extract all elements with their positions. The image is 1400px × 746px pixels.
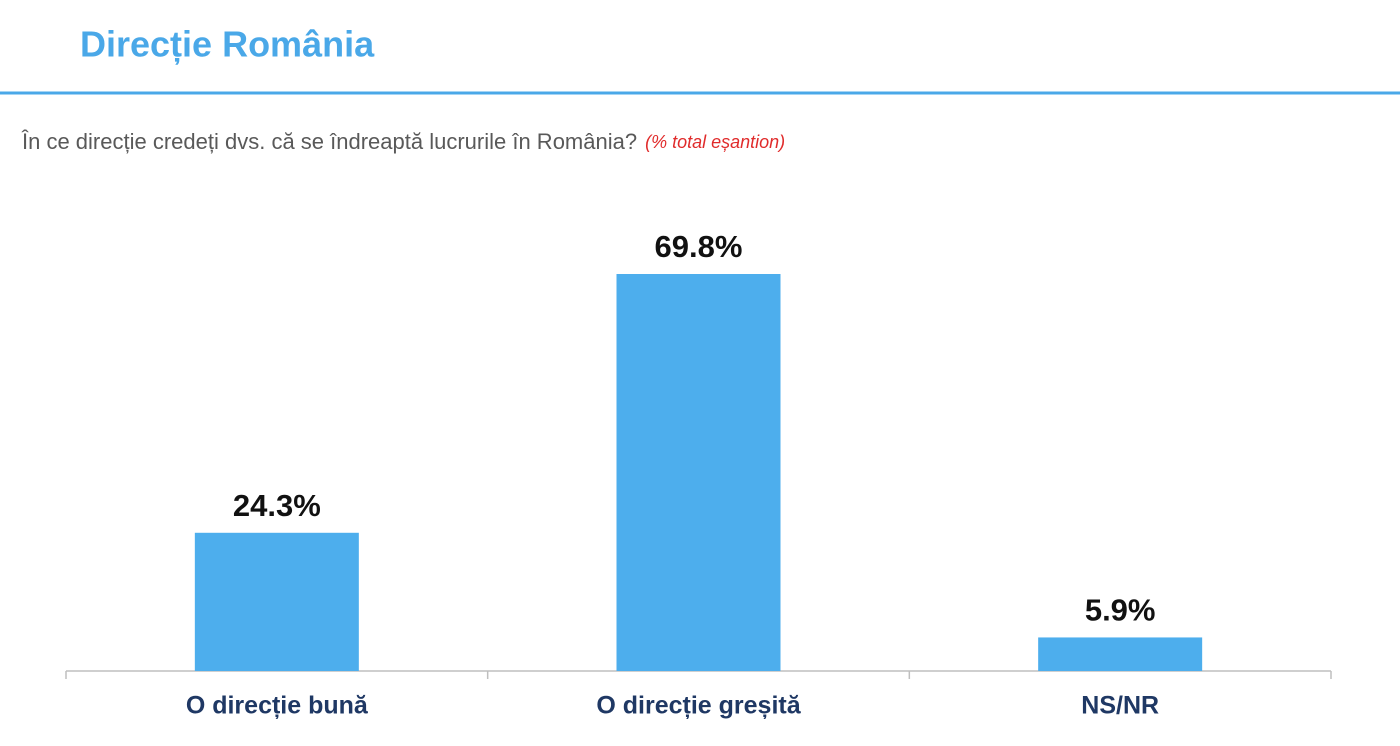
bar	[1038, 637, 1203, 671]
note: (% total eșantion)	[645, 132, 785, 152]
chart-title: Direcție România	[80, 24, 375, 66]
x-tick-label: NS/NR	[1081, 692, 1159, 720]
x-tick-label: O direcție greșită	[596, 692, 801, 720]
subtitle: În ce direcție credeți dvs. că se îndrea…	[21, 129, 637, 154]
value-label: 5.9%	[1085, 593, 1156, 628]
bar	[194, 532, 359, 671]
value-label: 69.8%	[655, 229, 743, 264]
bar	[616, 274, 781, 671]
x-tick-label: O direcție bună	[186, 692, 369, 720]
value-label: 24.3%	[233, 488, 321, 523]
subtitle-line: În ce direcție credeți dvs. că se îndrea…	[21, 129, 785, 154]
